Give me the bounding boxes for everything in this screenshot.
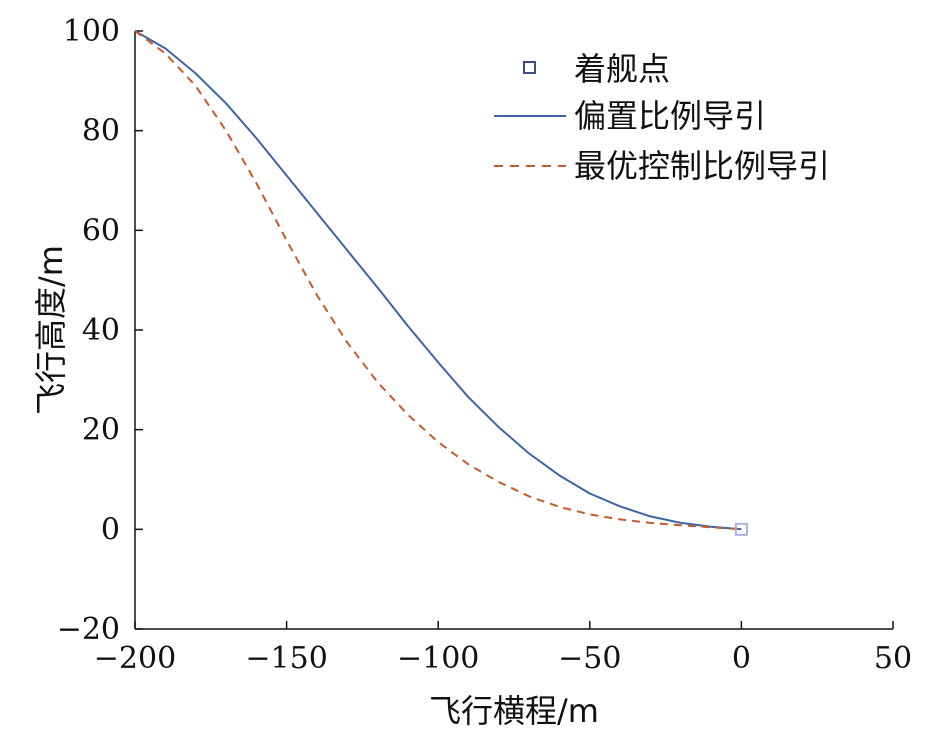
x-tick-label: −50 — [558, 641, 621, 676]
y-tick-label: 20 — [82, 413, 120, 448]
x-axis-label: 飞行横程/m — [429, 692, 599, 730]
series-line-biased-pn — [134, 30, 742, 531]
y-tick-label: 60 — [82, 213, 120, 248]
legend-label-biased-pn: 偏置比例导引 — [574, 97, 766, 135]
series-layer — [134, 30, 748, 536]
x-tick-label: 0 — [732, 641, 751, 676]
y-axis-label: 飞行高度/m — [32, 245, 70, 415]
y-tick-label: −20 — [57, 612, 120, 647]
x-tick-label: −100 — [397, 641, 479, 676]
y-tick-label: 100 — [63, 14, 120, 49]
axes — [134, 31, 893, 630]
y-ticks: −20 0 20 40 60 80 100 — [57, 14, 143, 647]
legend-label-landing-point: 着舰点 — [574, 50, 670, 88]
x-tick-label: −200 — [94, 641, 176, 676]
landing-point-marker — [734, 522, 748, 536]
legend-marker-landing-point — [523, 61, 536, 74]
series-line-optimal-pn — [134, 30, 742, 531]
x-tick-label: −150 — [245, 641, 327, 676]
y-tick-label: 80 — [82, 114, 120, 149]
y-tick-label: 40 — [82, 313, 120, 348]
y-tick-label: 0 — [101, 512, 120, 547]
legend: 着舰点 偏置比例导引 最优控制比例导引 — [494, 50, 830, 185]
legend-label-optimal-pn: 最优控制比例导引 — [574, 147, 830, 185]
x-tick-label: 50 — [874, 641, 912, 676]
x-ticks: −200 −150 −100 −50 0 50 — [94, 621, 912, 676]
